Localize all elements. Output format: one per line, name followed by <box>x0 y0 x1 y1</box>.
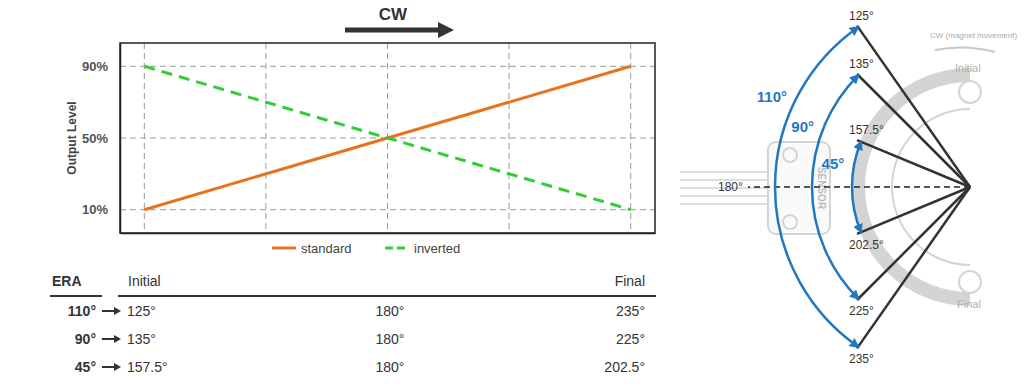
table-center: 180° <box>376 359 405 375</box>
sensor-wire <box>680 171 768 173</box>
legend: standard inverted <box>272 241 460 256</box>
table-header: Final <box>615 273 645 289</box>
table-final: 225° <box>616 331 645 347</box>
angle-label: 157.5° <box>849 123 884 137</box>
angle-label: 235° <box>849 352 874 366</box>
grid-line-x <box>630 43 631 233</box>
table-era: 45° <box>75 359 96 375</box>
legend-label: standard <box>301 241 352 256</box>
table-initial: 135° <box>127 331 156 347</box>
title-arrow-head <box>438 22 454 38</box>
y-axis-line <box>120 44 122 234</box>
direction-label: CW (magnet movement) <box>930 31 1017 40</box>
angle-ray <box>857 187 970 234</box>
series-line <box>144 66 630 209</box>
legend-swatch <box>272 247 296 250</box>
table-rule <box>50 295 102 297</box>
table-final: 235° <box>616 303 645 319</box>
span-label: 90° <box>791 118 814 135</box>
span-arc <box>852 142 861 232</box>
angle-ray <box>857 26 970 187</box>
table-arrow-head <box>114 335 121 343</box>
sensor-hole <box>783 215 797 229</box>
initial-label: Initial <box>955 62 981 74</box>
line-chart: 10% 50% 90% CW Output Level standard inverted <box>65 5 656 256</box>
angle-label: 225° <box>849 304 874 318</box>
span-label: 45° <box>822 155 845 172</box>
figure: 10% 50% 90% CW Output Level standard inverted E… <box>0 0 1024 386</box>
table-center: 180° <box>376 331 405 347</box>
y-tick-label: 50% <box>82 131 108 146</box>
sensor-label: SENSOR <box>816 167 827 210</box>
table-era: 110° <box>68 303 96 319</box>
span-arc <box>775 27 858 346</box>
y-axis-title: Output Level <box>65 101 79 174</box>
title-arrow-shaft <box>345 28 440 33</box>
table-era: 90° <box>75 331 96 347</box>
table-arrow-head <box>114 307 121 315</box>
y-tick: 50% <box>82 131 120 146</box>
angle-ray <box>857 187 970 348</box>
table-header: ERA <box>52 273 82 289</box>
mount-hole <box>959 271 981 293</box>
table-initial: 157.5° <box>127 359 168 375</box>
table-final: 202.5° <box>604 359 645 375</box>
reference-line <box>748 186 970 187</box>
angle-label: 202.5° <box>849 238 884 252</box>
mount-hole <box>959 81 981 103</box>
final-label: Final <box>957 298 981 310</box>
table-arrow-shaft <box>102 310 116 312</box>
plot-frame <box>120 43 655 233</box>
table-arrow-shaft <box>102 366 116 368</box>
table-center: 180° <box>376 303 405 319</box>
grid-line-x <box>509 43 510 233</box>
reference-label: 180° <box>718 180 743 194</box>
angle-diagram: SENSOR Initial Final CW (magnet movement) 18… <box>680 9 1017 367</box>
y-tick-label: 10% <box>82 202 108 217</box>
table-arrow-head <box>114 363 121 371</box>
angle-ray <box>857 140 970 187</box>
table-header: Initial <box>128 273 161 289</box>
x-axis-line <box>121 233 656 235</box>
sensor-wire <box>680 203 768 205</box>
grid-line-y <box>120 209 655 210</box>
table-initial: 125° <box>127 303 156 319</box>
grid-line-x <box>144 43 145 233</box>
chart-title: CW <box>379 5 408 24</box>
y-tick-label: 90% <box>82 59 108 74</box>
direction-arrow <box>935 47 995 52</box>
angle-label: 135° <box>849 57 874 71</box>
span-label: 110° <box>757 88 787 105</box>
series-line <box>144 66 630 209</box>
y-axis: 10% 50% 90% <box>82 44 121 234</box>
y-tick: 90% <box>82 59 120 74</box>
table-rule <box>118 295 656 297</box>
angle-label: 125° <box>849 9 874 23</box>
sensor-background: SENSOR Initial Final CW (magnet movement) <box>680 31 1017 310</box>
y-tick: 10% <box>82 202 120 217</box>
era-table: ERA Initial Final 110° 125° 180° 235° 90° 135° 18… <box>50 273 656 375</box>
x-axis <box>121 233 656 235</box>
table-arrow-shaft <box>102 338 116 340</box>
legend-label: inverted <box>414 241 460 256</box>
legend-swatch <box>385 247 409 250</box>
grid <box>120 43 655 233</box>
grid-line-x <box>265 43 266 233</box>
plot-area <box>144 66 630 209</box>
sensor-wire <box>680 195 768 197</box>
sensor-hole <box>783 148 797 162</box>
